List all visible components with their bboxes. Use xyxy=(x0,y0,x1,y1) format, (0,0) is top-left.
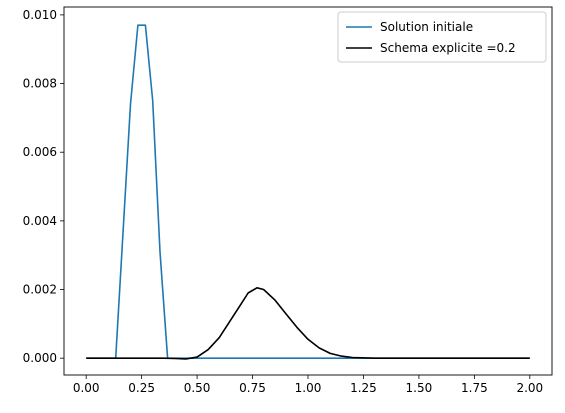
legend: Solution initiale Schema explicite =0.2 xyxy=(337,11,547,63)
legend-label-2: Schema explicite =0.2 xyxy=(380,41,516,55)
y-tick-label: 0.010 xyxy=(23,8,57,22)
y-tick-label: 0.002 xyxy=(23,283,57,297)
y-tick-label: 0.000 xyxy=(23,351,57,365)
x-tick-label: 1.75 xyxy=(461,381,488,395)
y-tick-label: 0.008 xyxy=(23,77,57,91)
y-tick-label: 0.004 xyxy=(23,214,57,228)
x-tick-label: 0.25 xyxy=(128,381,155,395)
x-tick-label: 1.00 xyxy=(295,381,322,395)
y-tick-label: 0.006 xyxy=(23,145,57,159)
x-axis: 0.00 0.25 0.50 0.75 1.00 1.25 1.50 1.75 2.00 xyxy=(73,375,543,395)
series-line-2 xyxy=(86,286,530,360)
y-axis: 0.000 0.002 0.004 0.006 0.008 0.010 xyxy=(23,8,64,365)
x-tick-label: 2.00 xyxy=(516,381,543,395)
x-tick-label: 0.75 xyxy=(239,381,266,395)
legend-box xyxy=(337,11,547,63)
x-tick-label: 1.50 xyxy=(406,381,433,395)
legend-label-1: Solution initiale xyxy=(380,20,473,34)
x-tick-label: 0.50 xyxy=(184,381,211,395)
x-tick-label: 1.25 xyxy=(350,381,377,395)
series-layer xyxy=(86,24,530,360)
x-tick-label: 0.00 xyxy=(73,381,100,395)
